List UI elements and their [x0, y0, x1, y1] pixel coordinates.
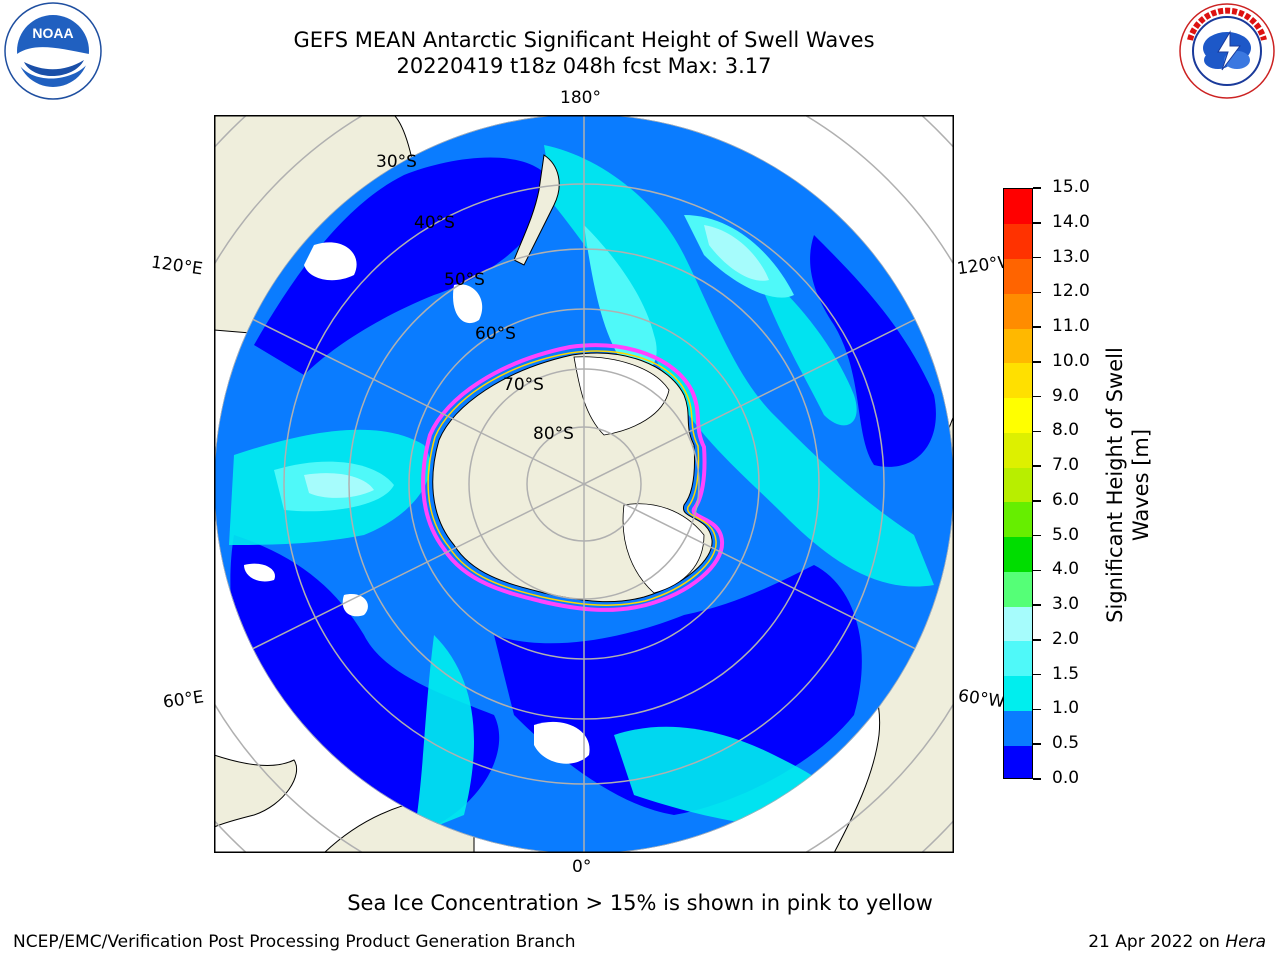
noaa-logo: NOAA [4, 2, 102, 100]
colorbar-tick-label: 0.5 [1052, 733, 1080, 754]
colorbar-tick-label: 11.0 [1052, 316, 1090, 337]
colorbar-tick [1033, 326, 1041, 328]
colorbar-tick-label: 0.0 [1052, 768, 1080, 788]
lon-label-bottom: 0° [572, 857, 592, 877]
colorbar-segment [1004, 571, 1032, 607]
colorbar-tick-label: 13.0 [1052, 246, 1090, 267]
colorbar-tick-label: 14.0 [1052, 211, 1090, 232]
colorbar-tick [1033, 639, 1041, 641]
colorbar-tick [1033, 222, 1041, 224]
lon-label-top: 180° [560, 88, 601, 108]
colorbar-segment [1004, 432, 1032, 468]
lon-label-lower-left: 60°E [161, 687, 206, 713]
colorbar-tick-label: 5.0 [1052, 524, 1080, 545]
colorbar-tick-label: 3.0 [1052, 594, 1080, 615]
colorbar-tick [1033, 500, 1041, 502]
colorbar-tick-label: 7.0 [1052, 455, 1080, 476]
colorbar-tick-label: 2.0 [1052, 628, 1080, 649]
colorbar-segment [1004, 745, 1032, 778]
lat-label-70s: 70°S [503, 375, 544, 395]
colorbar-tick-label: 6.0 [1052, 489, 1080, 510]
lat-label-80s: 80°S [533, 424, 574, 444]
colorbar-segment [1004, 606, 1032, 642]
colorbar-segment [1004, 710, 1032, 746]
colorbar-tick [1033, 743, 1041, 745]
colorbar-segment [1004, 189, 1032, 225]
colorbar-segment [1004, 293, 1032, 329]
colorbar-tick [1033, 569, 1041, 572]
africa-landmass [214, 754, 298, 828]
colorbar-tick-label: 10.0 [1052, 350, 1090, 371]
colorbar-segment [1004, 258, 1032, 294]
colorbar-segment [1004, 501, 1032, 538]
colorbar-segment [1004, 675, 1032, 711]
colorbar-tick [1033, 361, 1041, 363]
colorbar-tick-label: 1.5 [1052, 663, 1080, 684]
lat-label-40s: 40°S [414, 213, 455, 233]
colorbar-tick-label: 9.0 [1052, 385, 1080, 406]
lon-label-upper-right: 120°W [955, 252, 1007, 280]
colorbar-tick [1033, 291, 1041, 294]
colorbar-tick [1033, 256, 1041, 259]
svg-text:NOAA: NOAA [32, 25, 73, 41]
polar-map [214, 115, 954, 853]
colorbar-tick [1033, 673, 1041, 676]
colorbar-title: Significant Height of Swell Waves [m] [1103, 347, 1153, 623]
colorbar-tick [1033, 778, 1041, 780]
colorbar-tick [1033, 465, 1041, 467]
colorbar-segment [1004, 397, 1032, 433]
lat-label-50s: 50°S [444, 270, 485, 290]
lon-label-upper-left: 120°E [149, 252, 204, 280]
colorbar-tick-label: 15.0 [1052, 177, 1090, 197]
colorbar-segment [1004, 640, 1032, 677]
colorbar-segment [1004, 467, 1032, 503]
colorbar-segment [1004, 223, 1032, 259]
footer-date: 21 Apr 2022 on Hera [1088, 932, 1266, 952]
colorbar-tick [1033, 534, 1041, 537]
map-title: GEFS MEAN Antarctic Significant Height o… [293, 28, 875, 52]
colorbar-tick [1033, 187, 1041, 189]
map-subtitle: 20220419 t18z 048h fcst Max: 3.17 [396, 54, 772, 78]
colorbar-tick [1033, 395, 1041, 398]
colorbar-segment [1004, 536, 1032, 572]
colorbar-tick-label: 1.0 [1052, 698, 1080, 719]
lon-label-lower-right: 60°W [956, 685, 1005, 713]
colorbar-tick [1033, 604, 1041, 606]
colorbar-tick-label: 8.0 [1052, 420, 1080, 441]
sea-ice-note: Sea Ice Concentration > 15% is shown in … [347, 891, 933, 915]
lat-label-60s: 60°S [475, 324, 516, 344]
colorbar-tick-label: 4.0 [1052, 559, 1080, 580]
colorbar-segment [1004, 362, 1032, 399]
colorbar-segment [1004, 328, 1032, 364]
colorbar-tick [1033, 708, 1041, 711]
colorbar-tick-label: 12.0 [1052, 281, 1090, 302]
nws-logo [1178, 2, 1276, 100]
new-zealand-landmass [513, 154, 560, 266]
colorbar-tick [1033, 430, 1041, 433]
lat-label-30s: 30°S [376, 152, 417, 172]
colorbar [1003, 188, 1033, 779]
footer-credit: NCEP/EMC/Verification Post Processing Pr… [13, 932, 576, 952]
